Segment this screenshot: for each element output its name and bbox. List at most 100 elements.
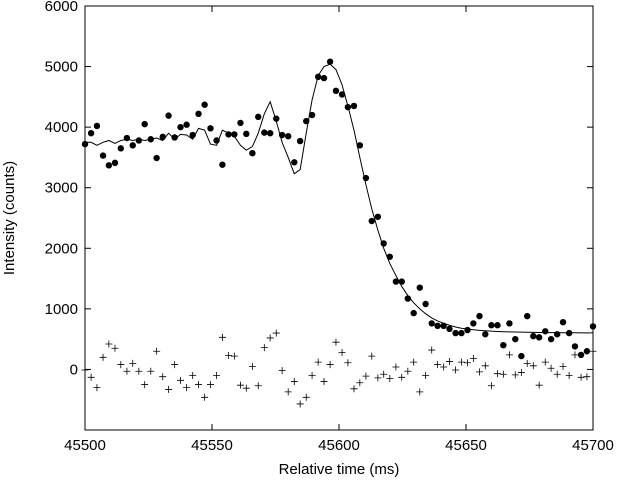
data-point [446, 325, 453, 333]
residual-point [201, 393, 209, 401]
residual-point [159, 373, 167, 381]
residual-point [565, 371, 573, 379]
residual-point [350, 385, 358, 393]
residual-point [290, 378, 298, 386]
residual-point [487, 382, 495, 390]
residual-point [344, 359, 352, 367]
residual-point [523, 359, 531, 367]
data-point [308, 111, 316, 119]
residual-point [493, 370, 501, 378]
data-point [524, 312, 531, 320]
residual-point [589, 347, 597, 355]
residual-point [171, 361, 179, 369]
residual-point [242, 384, 250, 392]
residual-point [123, 367, 131, 375]
data-point [577, 351, 585, 359]
residual-point [111, 344, 119, 352]
residual-point [434, 361, 442, 369]
data-point [285, 133, 292, 140]
data-point [434, 322, 441, 330]
residual-point [183, 384, 191, 392]
x-tick-label: 45700 [572, 437, 614, 454]
data-point [153, 154, 160, 162]
residual-point [392, 363, 400, 371]
data-point [452, 329, 459, 337]
residual-point [517, 368, 525, 376]
data-point [326, 58, 334, 65]
residual-point [332, 338, 340, 346]
data-point [410, 309, 417, 317]
residual-point [266, 334, 274, 342]
residual-point [452, 366, 460, 374]
data-point [291, 159, 298, 166]
residual-point [177, 376, 185, 384]
residual-point [213, 371, 221, 379]
residual-point [147, 367, 155, 375]
residual-point [93, 384, 101, 392]
data-point [320, 74, 328, 82]
data-point [500, 342, 507, 349]
data-point [261, 129, 268, 136]
residual-point [505, 351, 513, 359]
data-point [368, 217, 375, 225]
residual-point [105, 340, 113, 348]
x-tick-label: 45600 [318, 437, 360, 454]
data-point [231, 131, 238, 138]
residual-point [440, 363, 448, 371]
x-tick-label: 45500 [64, 437, 106, 454]
data-point [129, 142, 136, 149]
residual-point [410, 358, 418, 366]
residual-point [368, 352, 376, 360]
data-point [141, 120, 148, 128]
data-point [338, 91, 346, 98]
data-point [571, 343, 579, 350]
data-point [535, 334, 543, 341]
data-point [547, 335, 555, 343]
data-point [255, 113, 262, 121]
residual-point [248, 362, 256, 370]
data-point [123, 134, 131, 142]
data-point [416, 284, 423, 291]
residual-point [338, 348, 346, 356]
data-point [219, 161, 226, 168]
data-point [476, 312, 483, 320]
data-point [99, 152, 107, 159]
residual-point [195, 381, 203, 389]
data-point [494, 322, 501, 329]
data-point [422, 300, 429, 308]
fit-line [85, 63, 593, 334]
residual-point [499, 370, 507, 378]
data-point [207, 125, 214, 132]
plot-frame [84, 5, 594, 431]
residual-point [165, 385, 173, 393]
data-point [458, 329, 465, 337]
residual-point [225, 351, 233, 359]
residual-point [189, 371, 197, 379]
data-point [266, 130, 274, 137]
data-point [93, 122, 101, 130]
residual-point [254, 382, 262, 390]
data-point [183, 121, 190, 128]
residual-point [135, 367, 143, 375]
data-point [350, 102, 358, 110]
data-point [243, 130, 250, 138]
data-point [470, 320, 477, 327]
residual-point [308, 371, 316, 379]
residual-point [99, 353, 107, 361]
x-axis-label: Relative time (ms) [279, 461, 400, 478]
data-point [488, 322, 495, 329]
residual-point [535, 381, 543, 389]
residual-point [356, 379, 364, 387]
residual-point [481, 362, 489, 370]
residual-point [571, 351, 579, 359]
residual-point [398, 373, 406, 381]
residual-point [314, 358, 322, 366]
residual-point [404, 367, 412, 375]
residual-point [559, 362, 567, 370]
data-point [559, 318, 567, 326]
residual-point [475, 368, 483, 376]
y-tick-label: 2000 [45, 240, 78, 257]
data-point [530, 332, 537, 340]
residual-point [302, 393, 310, 401]
